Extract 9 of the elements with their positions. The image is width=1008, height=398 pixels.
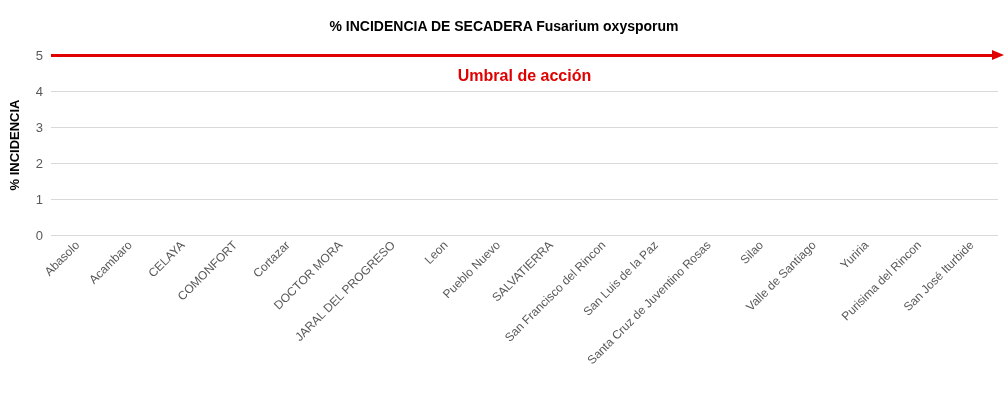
ref-line-label: Umbral de acción xyxy=(457,66,592,84)
y-tick-label: 2 xyxy=(35,155,43,171)
y-tick-label: 3 xyxy=(35,119,43,135)
chart-title: % INCIDENCIA DE SECADERA Fusarium oxysporum xyxy=(329,18,679,34)
y-tick-label: 1 xyxy=(35,191,43,207)
y-tick-label: 5 xyxy=(35,47,43,63)
y-tick-label: 0 xyxy=(35,227,43,243)
y-axis-title: % INCIDENCIA xyxy=(7,98,22,191)
y-tick-label: 4 xyxy=(35,83,43,99)
